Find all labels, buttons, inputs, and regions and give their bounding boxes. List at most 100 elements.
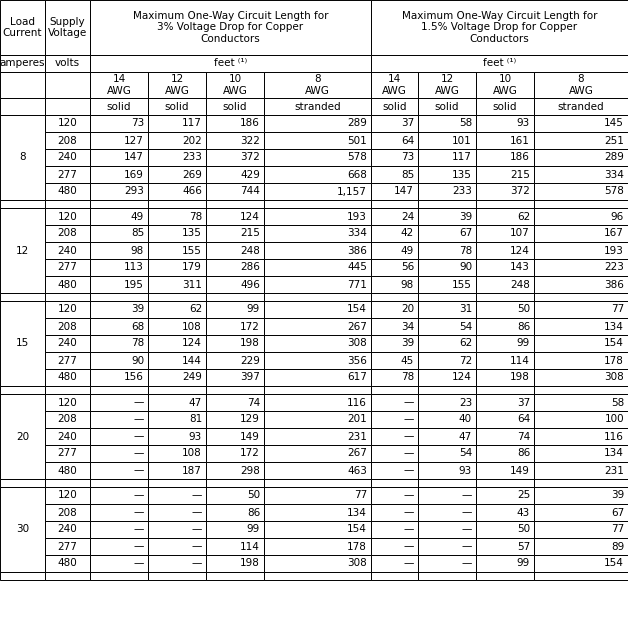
Text: 466: 466: [182, 186, 202, 196]
Text: 58: 58: [611, 397, 624, 407]
Text: 15: 15: [16, 339, 29, 349]
Text: 208: 208: [58, 228, 77, 239]
Bar: [206, 115, 264, 132]
Bar: [45, 572, 90, 580]
Bar: [90, 55, 371, 72]
Bar: [371, 318, 418, 335]
Text: 251: 251: [604, 136, 624, 146]
Bar: [148, 149, 206, 166]
Text: 480: 480: [58, 373, 77, 383]
Text: 134: 134: [604, 321, 624, 331]
Bar: [418, 538, 476, 555]
Text: 93: 93: [189, 431, 202, 442]
Text: —: —: [404, 508, 414, 518]
Text: —: —: [404, 542, 414, 552]
Text: 93: 93: [458, 465, 472, 476]
Bar: [148, 200, 206, 208]
Bar: [534, 166, 628, 183]
Bar: [90, 369, 148, 386]
Bar: [45, 55, 90, 72]
Text: 155: 155: [182, 246, 202, 255]
Text: 293: 293: [124, 186, 144, 196]
Text: 233: 233: [182, 152, 202, 162]
Bar: [534, 445, 628, 462]
Bar: [534, 259, 628, 276]
Bar: [148, 386, 206, 394]
Text: 334: 334: [604, 170, 624, 180]
Text: 193: 193: [347, 212, 367, 222]
Bar: [45, 479, 90, 487]
Bar: [418, 411, 476, 428]
Bar: [476, 166, 534, 183]
Bar: [148, 318, 206, 335]
Bar: [148, 335, 206, 352]
Text: —: —: [192, 524, 202, 534]
Bar: [90, 132, 148, 149]
Text: 311: 311: [182, 280, 202, 289]
Bar: [264, 369, 371, 386]
Text: feet ⁽¹⁾: feet ⁽¹⁾: [483, 59, 516, 68]
Bar: [90, 479, 148, 487]
Text: 49: 49: [131, 212, 144, 222]
Bar: [45, 386, 90, 394]
Bar: [371, 487, 418, 504]
Bar: [418, 504, 476, 521]
Text: —: —: [192, 542, 202, 552]
Text: 179: 179: [182, 262, 202, 273]
Bar: [148, 183, 206, 200]
Bar: [206, 572, 264, 580]
Text: 208: 208: [58, 321, 77, 331]
Bar: [90, 225, 148, 242]
Bar: [45, 225, 90, 242]
Bar: [45, 149, 90, 166]
Bar: [45, 259, 90, 276]
Bar: [90, 462, 148, 479]
Text: solid: solid: [493, 102, 517, 112]
Bar: [371, 183, 418, 200]
Text: solid: solid: [435, 102, 459, 112]
Bar: [90, 386, 148, 394]
Bar: [148, 301, 206, 318]
Text: 501: 501: [347, 136, 367, 146]
Text: 50: 50: [247, 491, 260, 500]
Bar: [476, 394, 534, 411]
Bar: [371, 72, 418, 98]
Bar: [148, 572, 206, 580]
Bar: [371, 242, 418, 259]
Bar: [476, 318, 534, 335]
Bar: [476, 293, 534, 301]
Text: 277: 277: [58, 170, 77, 180]
Bar: [534, 200, 628, 208]
Text: 145: 145: [604, 118, 624, 128]
Text: 120: 120: [58, 212, 77, 222]
Bar: [45, 462, 90, 479]
Bar: [0, 208, 45, 293]
Text: 25: 25: [517, 491, 530, 500]
Bar: [476, 183, 534, 200]
Text: 37: 37: [517, 397, 530, 407]
Text: 201: 201: [347, 415, 367, 424]
Text: 156: 156: [124, 373, 144, 383]
Text: 240: 240: [58, 339, 77, 349]
Bar: [148, 208, 206, 225]
Text: 57: 57: [517, 542, 530, 552]
Text: 169: 169: [124, 170, 144, 180]
Text: 208: 208: [58, 136, 77, 146]
Text: 202: 202: [182, 136, 202, 146]
Bar: [0, 479, 45, 487]
Bar: [0, 301, 45, 386]
Bar: [148, 352, 206, 369]
Text: 23: 23: [458, 397, 472, 407]
Text: 147: 147: [394, 186, 414, 196]
Bar: [0, 572, 45, 580]
Text: —: —: [404, 449, 414, 458]
Text: 99: 99: [247, 524, 260, 534]
Bar: [45, 276, 90, 293]
Bar: [476, 386, 534, 394]
Bar: [418, 487, 476, 504]
Bar: [90, 293, 148, 301]
Bar: [45, 411, 90, 428]
Text: 20: 20: [401, 305, 414, 315]
Bar: [476, 521, 534, 538]
Text: 496: 496: [240, 280, 260, 289]
